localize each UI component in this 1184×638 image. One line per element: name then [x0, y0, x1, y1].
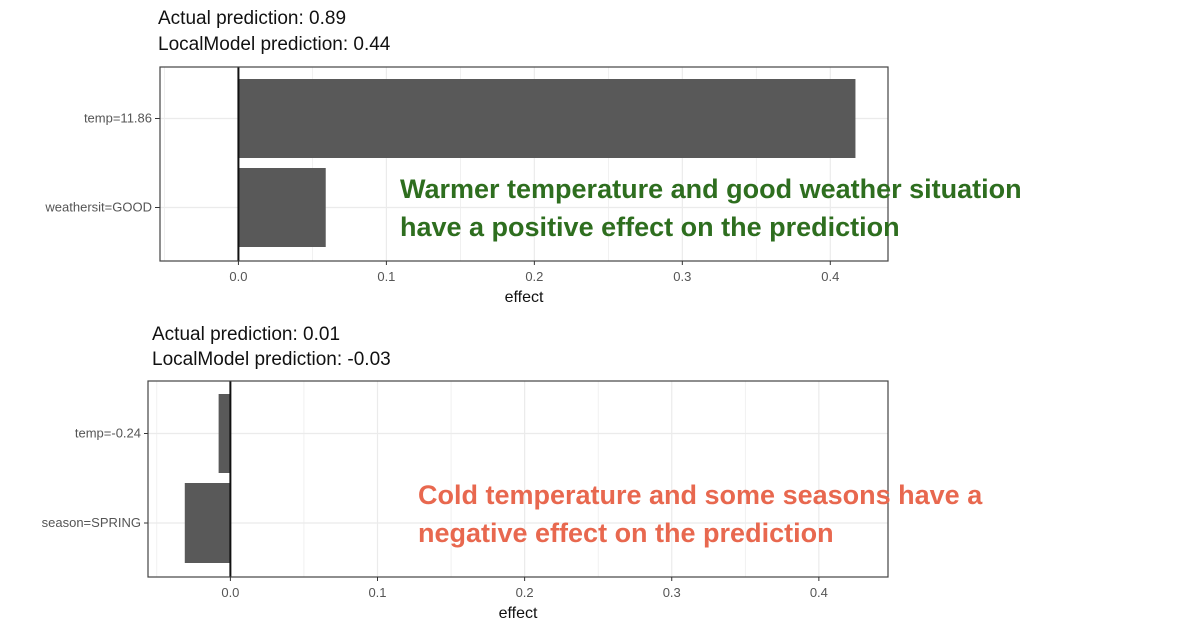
- chart-title-line: LocalModel prediction: 0.44: [158, 34, 391, 55]
- x-tick-label: 0.3: [663, 585, 681, 600]
- x-tick-label: 0.1: [368, 585, 386, 600]
- bar-season=SPRING: [184, 483, 231, 563]
- y-tick-label: temp=-0.24: [75, 426, 141, 441]
- x-axis-label: effect: [505, 289, 544, 306]
- bar-weathersit=GOOD: [238, 168, 326, 247]
- chart-title-line: Actual prediction: 0.89: [158, 8, 346, 29]
- annotation-line: Warmer temperature and good weather situ…: [400, 174, 1022, 204]
- annotation-line: have a positive effect on the prediction: [400, 212, 900, 242]
- annotation-line: Cold temperature and some seasons have a: [418, 480, 983, 510]
- x-axis-label: effect: [499, 605, 538, 622]
- y-tick-label: season=SPRING: [42, 515, 141, 530]
- plot-panel: [148, 381, 888, 577]
- x-tick-label: 0.2: [516, 585, 534, 600]
- x-tick-label: 0.2: [525, 269, 543, 284]
- x-tick-label: 0.4: [810, 585, 828, 600]
- panel-border: [159, 66, 889, 262]
- panel-border: [147, 380, 889, 578]
- chart-title-line: Actual prediction: 0.01: [152, 324, 340, 345]
- bar-temp=-0.24: [218, 394, 231, 473]
- negative-effect-annotation: Cold temperature and some seasons have a…: [418, 476, 982, 552]
- chart-title-line: LocalModel prediction: -0.03: [152, 349, 391, 370]
- y-tick-label: weathersit=GOOD: [44, 200, 152, 215]
- annotation-line: negative effect on the prediction: [418, 518, 834, 548]
- chart-0: Actual prediction: 0.89 LocalModel predic…: [44, 8, 889, 306]
- bar-temp=11.86: [238, 79, 856, 158]
- x-tick-label: 0.3: [673, 269, 691, 284]
- positive-effect-annotation: Warmer temperature and good weather situ…: [400, 170, 1022, 246]
- chart-1: Actual prediction: 0.01 LocalModel predic…: [42, 324, 889, 622]
- x-tick-label: 0.1: [377, 269, 395, 284]
- x-tick-label: 0.4: [821, 269, 839, 284]
- x-tick-label: 0.0: [229, 269, 247, 284]
- y-tick-label: temp=11.86: [84, 111, 152, 126]
- x-tick-label: 0.0: [221, 585, 239, 600]
